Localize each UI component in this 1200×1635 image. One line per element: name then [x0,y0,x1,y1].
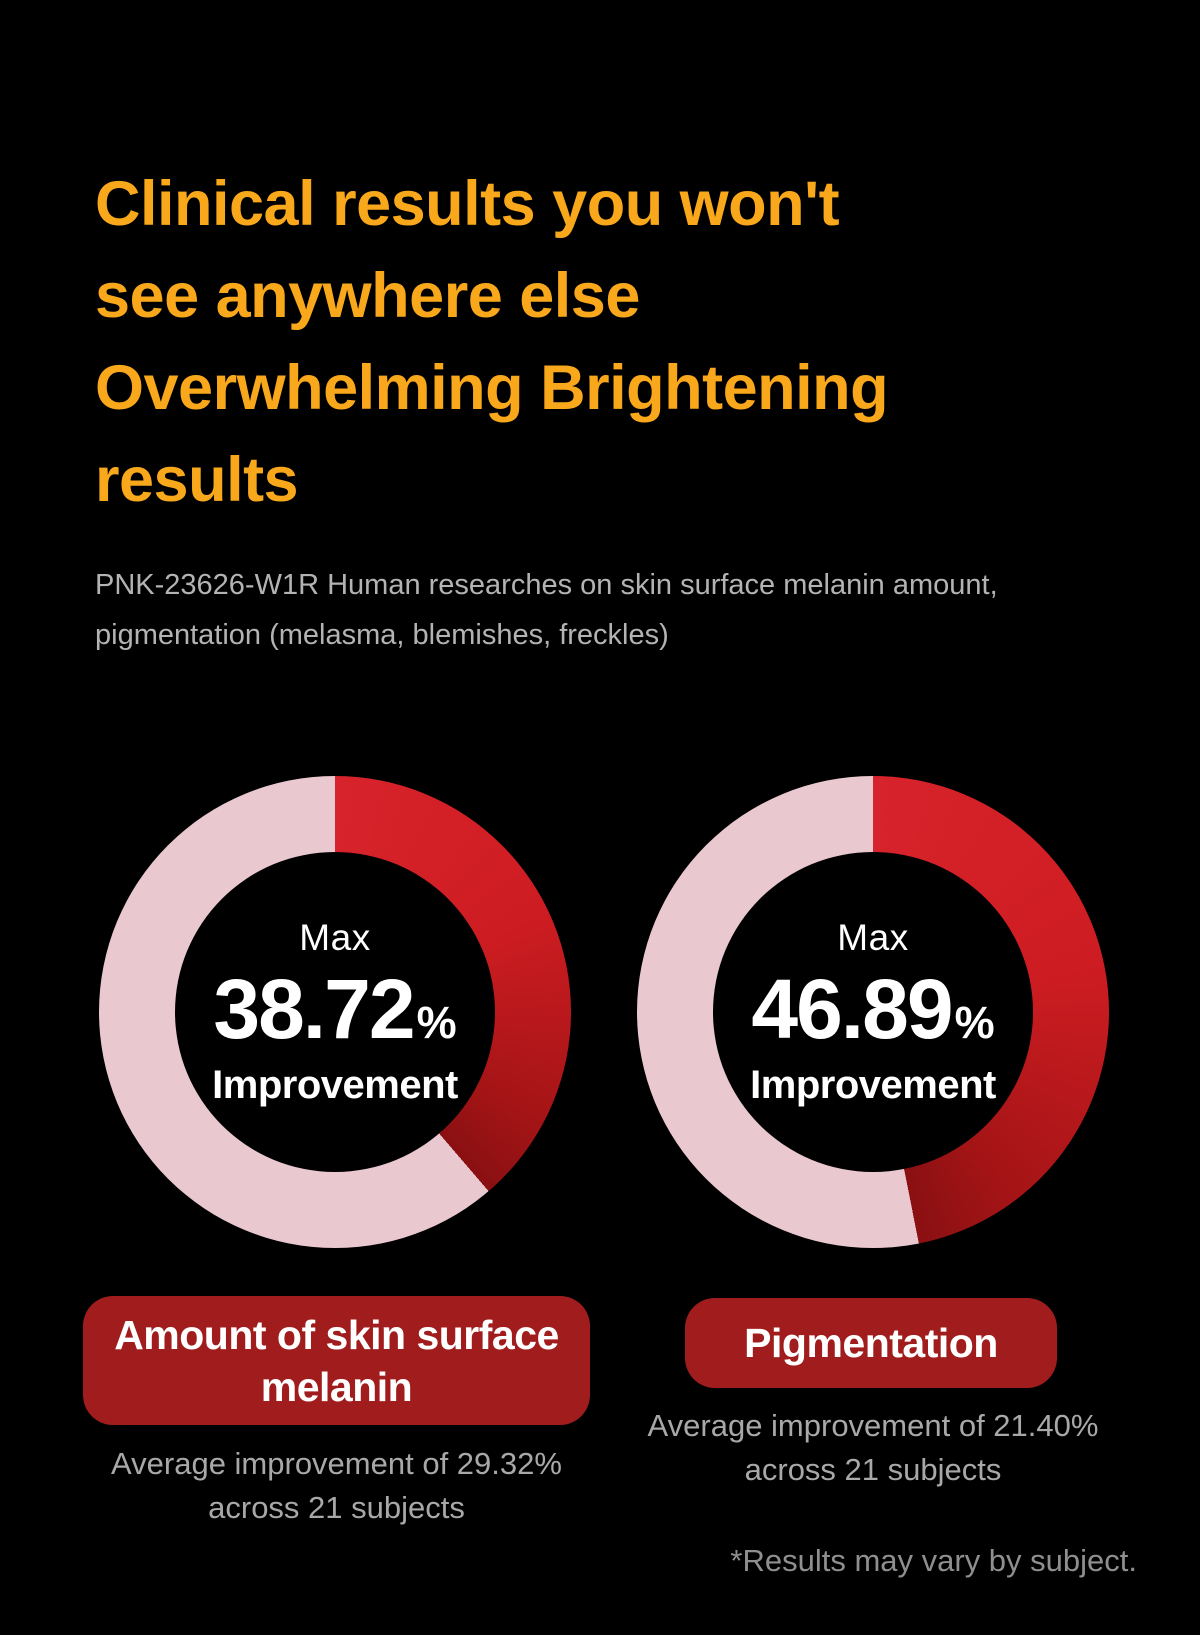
avg-improvement-melanin: Average improvement of 29.32% across 21 … [111,1446,562,1525]
avg-improvement-pigmentation: Average improvement of 21.40% across 21 … [647,1408,1099,1487]
max-label: Max [837,916,909,958]
page-title: Clinical results you won't see anywhere … [95,169,889,515]
percent-sign: % [416,996,457,1048]
max-value-number: 38.72 [213,961,415,1056]
badge-pigmentation: Pigmentation [685,1298,1057,1388]
disclaimer: *Results may vary by subject. [730,1543,1137,1578]
max-value: 46.89 % [751,967,994,1051]
max-value: 38.72 % [213,967,456,1051]
improvement-label: Improvement [750,1062,996,1107]
donut-center-melanin: Max 38.72 % Improvement [175,852,495,1172]
donut-center-pigmentation: Max 46.89 % Improvement [713,852,1033,1172]
donut-chart-pigmentation: Max 46.89 % Improvement [637,776,1109,1248]
max-label: Max [299,916,371,958]
study-description: PNK-23626-W1R Human researches on skin s… [95,569,998,651]
max-value-number: 46.89 [751,961,953,1056]
badge-melanin: Amount of skin surface melanin [83,1296,590,1425]
donut-chart-melanin: Max 38.72 % Improvement [99,776,571,1248]
percent-sign: % [954,996,995,1048]
improvement-label: Improvement [212,1062,458,1107]
